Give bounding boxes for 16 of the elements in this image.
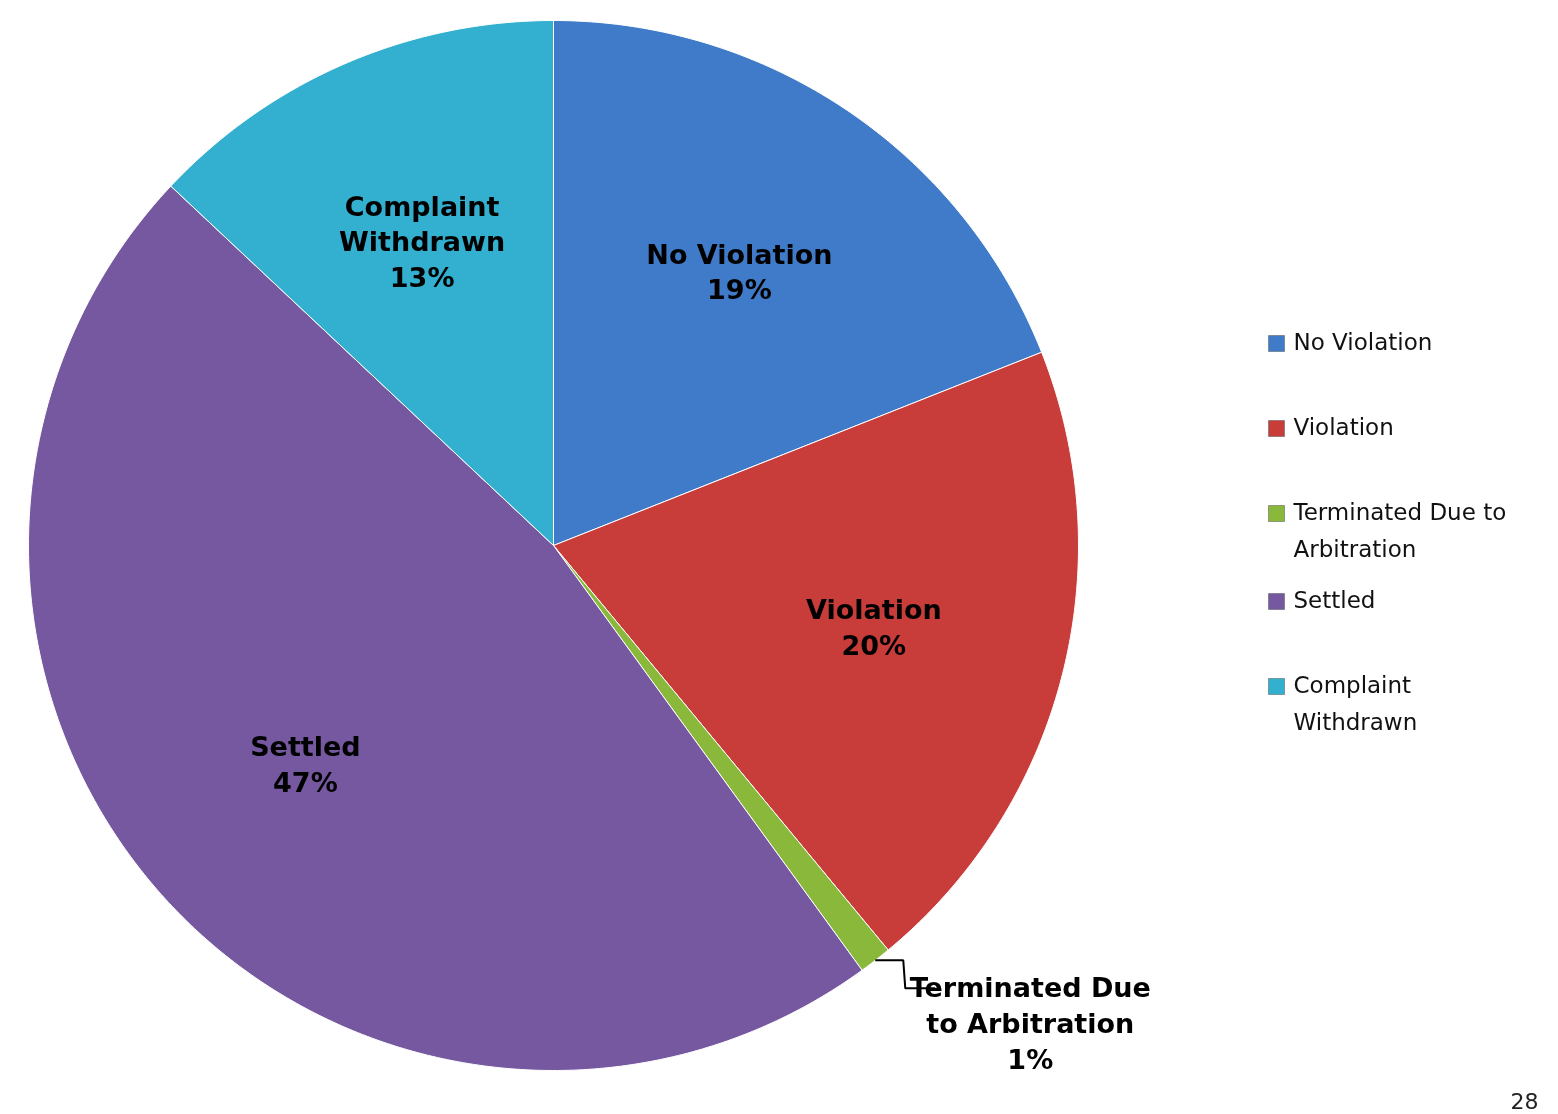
legend-label: No Violation [1293,328,1433,355]
slice-label: No Violation [646,238,833,270]
data-label: 47% [273,766,338,798]
legend-label: Violation [1293,413,1394,440]
data-label: 13% [389,262,455,294]
legend-label: Settled [1293,586,1376,613]
legend-label: Terminated Due to Arbitration [1292,498,1507,563]
text: 28 [1510,1088,1539,1114]
data-label: 19% [707,274,772,306]
slice-label: Violation [806,594,942,626]
slice-label: Complaint Withdrawn [339,190,506,258]
data-label: 20% [841,630,907,662]
slice-label: Settled [250,730,361,762]
legend-label: Complaint Withdrawn [1293,671,1418,736]
data-label: 1% [1007,1043,1054,1075]
slice-label: Terminated Due to Arbitration [909,972,1151,1039]
